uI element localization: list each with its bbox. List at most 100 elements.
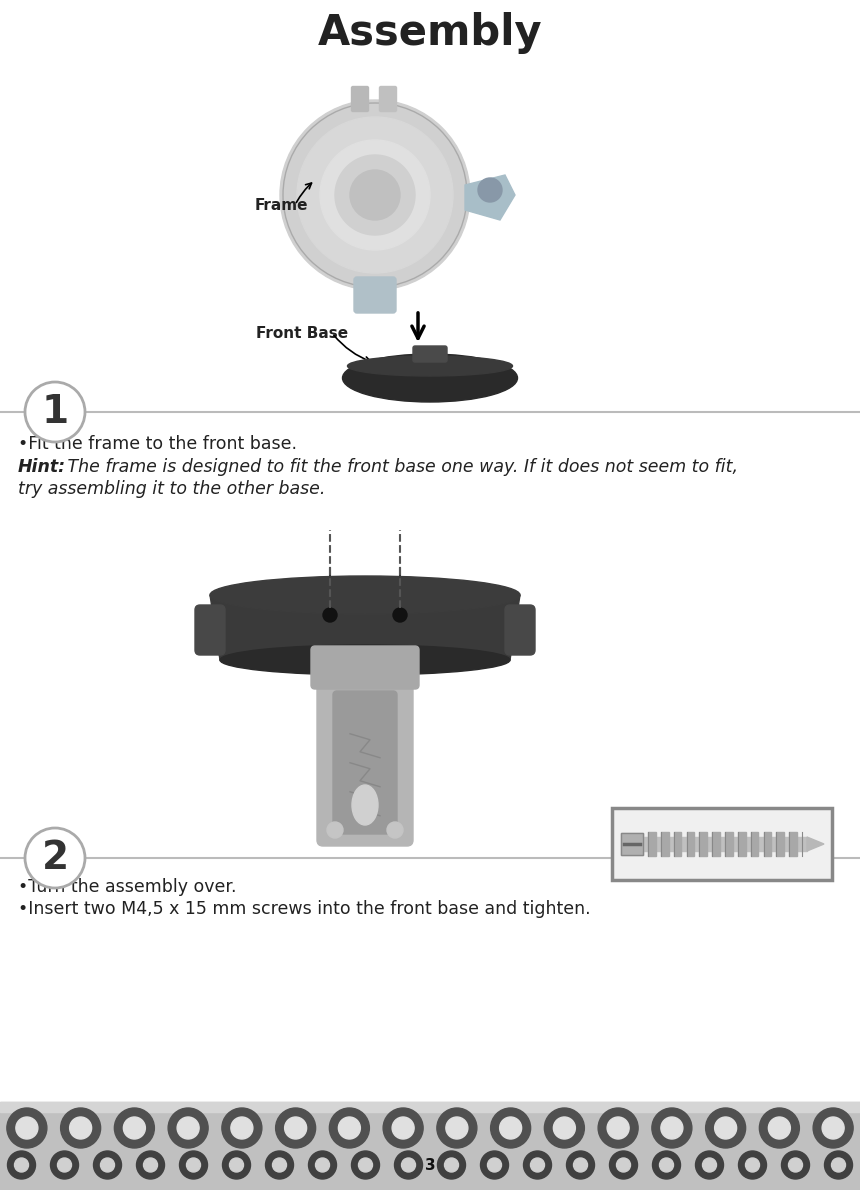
- FancyBboxPatch shape: [413, 346, 447, 362]
- Circle shape: [746, 1158, 759, 1172]
- Circle shape: [531, 1158, 544, 1172]
- Circle shape: [387, 822, 403, 838]
- Ellipse shape: [342, 353, 518, 402]
- Circle shape: [715, 1117, 737, 1139]
- Circle shape: [94, 1151, 121, 1179]
- FancyBboxPatch shape: [612, 808, 832, 879]
- Circle shape: [285, 1117, 307, 1139]
- FancyBboxPatch shape: [333, 691, 397, 834]
- Circle shape: [114, 1108, 155, 1148]
- Circle shape: [617, 1158, 630, 1172]
- Circle shape: [703, 1158, 716, 1172]
- Bar: [712, 832, 720, 856]
- FancyBboxPatch shape: [354, 277, 396, 313]
- Bar: [699, 832, 707, 856]
- Circle shape: [335, 155, 415, 234]
- Text: 2: 2: [41, 839, 69, 877]
- Circle shape: [58, 1158, 71, 1172]
- Circle shape: [383, 1108, 423, 1148]
- Circle shape: [51, 1151, 78, 1179]
- Text: •Turn the assembly over.: •Turn the assembly over.: [18, 878, 236, 896]
- Circle shape: [320, 140, 430, 250]
- Ellipse shape: [210, 576, 520, 614]
- Circle shape: [759, 1108, 800, 1148]
- Circle shape: [60, 1108, 101, 1148]
- FancyBboxPatch shape: [505, 605, 535, 654]
- Circle shape: [25, 828, 85, 888]
- Circle shape: [309, 1151, 336, 1179]
- Text: 1: 1: [41, 393, 69, 431]
- Polygon shape: [210, 595, 520, 660]
- Circle shape: [574, 1158, 587, 1172]
- Circle shape: [359, 1158, 372, 1172]
- Circle shape: [297, 117, 453, 273]
- Circle shape: [7, 1108, 47, 1148]
- Circle shape: [338, 1117, 360, 1139]
- Circle shape: [660, 1117, 683, 1139]
- Bar: [738, 832, 746, 856]
- Circle shape: [660, 1158, 673, 1172]
- Circle shape: [101, 1158, 114, 1172]
- Circle shape: [553, 1117, 575, 1139]
- Circle shape: [266, 1151, 293, 1179]
- Circle shape: [490, 1108, 531, 1148]
- FancyBboxPatch shape: [311, 646, 419, 689]
- Circle shape: [825, 1151, 852, 1179]
- Circle shape: [524, 1151, 551, 1179]
- Circle shape: [598, 1108, 638, 1148]
- Circle shape: [70, 1117, 92, 1139]
- Bar: [764, 832, 771, 856]
- Text: Assembly: Assembly: [317, 12, 543, 54]
- Circle shape: [137, 1151, 164, 1179]
- Text: Hint:: Hint:: [18, 458, 66, 476]
- Circle shape: [478, 178, 502, 202]
- Circle shape: [832, 1158, 845, 1172]
- Circle shape: [177, 1117, 200, 1139]
- Text: The frame is designed to fit the front base one way. If it does not seem to fit,: The frame is designed to fit the front b…: [62, 458, 738, 476]
- Text: 3: 3: [425, 1158, 435, 1172]
- Circle shape: [393, 608, 407, 622]
- Ellipse shape: [352, 785, 378, 825]
- Circle shape: [822, 1117, 845, 1139]
- Circle shape: [696, 1151, 723, 1179]
- Circle shape: [782, 1151, 809, 1179]
- Circle shape: [350, 170, 400, 220]
- Text: Front Base: Front Base: [256, 326, 348, 340]
- Ellipse shape: [220, 645, 510, 675]
- Circle shape: [705, 1108, 746, 1148]
- Circle shape: [273, 1158, 286, 1172]
- Bar: [621, 833, 643, 854]
- FancyBboxPatch shape: [379, 87, 396, 112]
- Bar: [789, 832, 797, 856]
- Circle shape: [395, 1151, 422, 1179]
- Circle shape: [230, 1158, 243, 1172]
- Circle shape: [813, 1108, 853, 1148]
- Polygon shape: [465, 175, 515, 220]
- FancyBboxPatch shape: [317, 649, 413, 846]
- Bar: [0, 1102, 860, 1111]
- Circle shape: [652, 1108, 692, 1148]
- Circle shape: [187, 1158, 200, 1172]
- Circle shape: [327, 822, 343, 838]
- Circle shape: [544, 1108, 585, 1148]
- Circle shape: [144, 1158, 157, 1172]
- Circle shape: [15, 1158, 28, 1172]
- Bar: [777, 832, 784, 856]
- Circle shape: [445, 1158, 458, 1172]
- Bar: [648, 832, 655, 856]
- Text: Frame: Frame: [255, 198, 309, 213]
- Circle shape: [567, 1151, 594, 1179]
- Circle shape: [329, 1108, 370, 1148]
- FancyBboxPatch shape: [195, 605, 225, 654]
- Circle shape: [280, 100, 470, 290]
- Circle shape: [15, 1117, 38, 1139]
- Circle shape: [610, 1151, 637, 1179]
- Circle shape: [230, 1117, 253, 1139]
- Circle shape: [739, 1151, 766, 1179]
- Bar: [0, 1102, 860, 1190]
- Circle shape: [392, 1117, 415, 1139]
- Circle shape: [275, 1108, 316, 1148]
- Text: try assembling it to the other base.: try assembling it to the other base.: [18, 480, 325, 497]
- Circle shape: [123, 1117, 145, 1139]
- Circle shape: [352, 1151, 379, 1179]
